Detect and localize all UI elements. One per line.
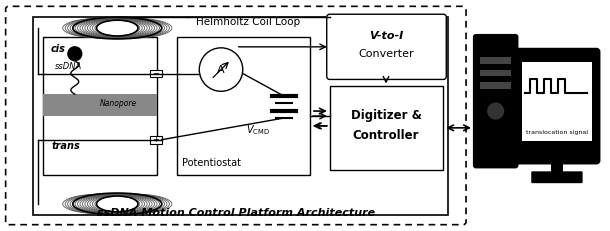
Text: cis: cis [51, 44, 66, 54]
FancyBboxPatch shape [150, 70, 162, 77]
FancyBboxPatch shape [329, 86, 443, 170]
FancyBboxPatch shape [474, 35, 517, 167]
Text: +: + [152, 135, 159, 144]
Text: Nanopore: Nanopore [99, 99, 137, 108]
Text: $V_{\mathrm{CMD}}$: $V_{\mathrm{CMD}}$ [246, 123, 270, 137]
Text: Digitizer &: Digitizer & [351, 109, 422, 122]
Text: A: A [217, 64, 225, 75]
Ellipse shape [96, 196, 138, 212]
Text: Helmholtz Coil Loop: Helmholtz Coil Loop [196, 17, 301, 27]
Text: translocation signal: translocation signal [526, 130, 588, 135]
FancyBboxPatch shape [5, 6, 466, 225]
Text: V-to-I: V-to-I [369, 31, 403, 41]
FancyBboxPatch shape [551, 158, 563, 175]
Ellipse shape [96, 20, 138, 36]
FancyBboxPatch shape [514, 49, 600, 163]
Circle shape [68, 47, 82, 61]
Text: ssDNA: ssDNA [55, 62, 82, 71]
Circle shape [488, 103, 504, 119]
FancyBboxPatch shape [43, 94, 157, 116]
FancyBboxPatch shape [34, 17, 448, 215]
Text: Potentiostat: Potentiostat [182, 158, 240, 168]
FancyBboxPatch shape [480, 70, 512, 76]
FancyBboxPatch shape [327, 14, 447, 79]
FancyBboxPatch shape [522, 62, 592, 141]
FancyBboxPatch shape [531, 171, 583, 183]
Text: trans: trans [51, 141, 80, 151]
Text: ssDNA Motion Control Platform Architecture: ssDNA Motion Control Platform Architectu… [97, 208, 375, 218]
FancyBboxPatch shape [176, 37, 310, 175]
Text: Converter: Converter [358, 49, 414, 59]
FancyBboxPatch shape [480, 82, 512, 89]
FancyBboxPatch shape [43, 37, 157, 175]
Text: −: − [152, 69, 159, 78]
Text: Controller: Controller [353, 129, 419, 142]
FancyBboxPatch shape [150, 136, 162, 144]
Circle shape [199, 48, 243, 91]
FancyBboxPatch shape [480, 57, 512, 64]
